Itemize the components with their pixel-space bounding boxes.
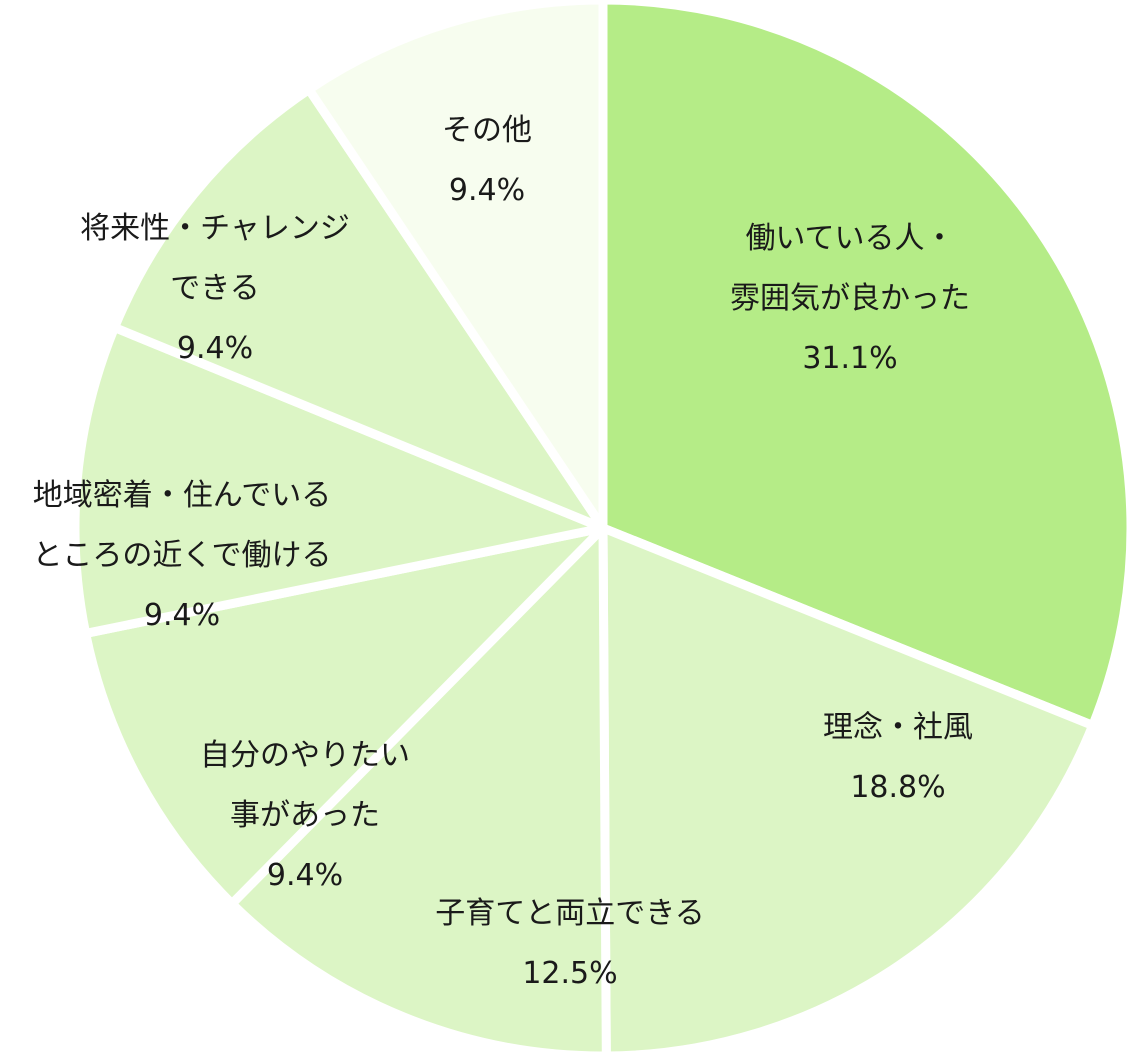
- slice-category-label: 事があった: [230, 798, 380, 833]
- slice-value-label: 9.4%: [449, 173, 525, 208]
- slice-category-label: ところの近くで働ける: [32, 538, 331, 573]
- slice-label-1: 働いている人・雰囲気が良かった 31.1%: [730, 221, 970, 376]
- slice-value-label: 31.1%: [802, 341, 897, 376]
- slice-value-label: 9.4%: [177, 331, 253, 366]
- slice-category-label: 子育てと両立できる: [435, 896, 704, 931]
- slice-label-6: 将来性・チャレンジできる 9.4%: [80, 211, 350, 366]
- slice-label-5: 地域密着・住んでいるところの近くで働ける 9.4%: [32, 478, 331, 633]
- slice-category-label: 雰囲気が良かった: [730, 281, 970, 316]
- slice-category-label: 自分のやりたい: [200, 738, 410, 773]
- pie-slices: [70, 0, 1131, 1061]
- slice-category-label: 地域密着・住んでいる: [33, 478, 332, 513]
- slice-value-label: 9.4%: [144, 598, 220, 633]
- slice-category-label: その他: [442, 113, 532, 148]
- slice-category-label: 理念・社風: [823, 710, 973, 745]
- slice-value-label: 18.8%: [850, 770, 945, 805]
- pie-slice-1: [598, 0, 1131, 730]
- slice-label-4: 自分のやりたい事があった 9.4%: [200, 738, 410, 893]
- slice-label-7: その他 9.4%: [442, 113, 532, 208]
- slice-category-label: 働いている人・: [745, 221, 954, 256]
- pie-slice-5: [70, 322, 608, 638]
- pie-labels: 働いている人・雰囲気が良かった 31.1% 理念・社風 18.8% 子育てと両立できる 1…: [32, 113, 973, 991]
- slice-value-label: 12.5%: [522, 956, 617, 991]
- pie-slice-7: [304, 0, 608, 533]
- slice-category-label: 将来性・チャレンジ: [80, 211, 350, 246]
- pie-slice-2: [598, 523, 1098, 1061]
- slice-label-2: 理念・社風 18.8%: [823, 710, 973, 805]
- slice-category-label: できる: [170, 271, 259, 306]
- pie-slice-4: [81, 523, 608, 909]
- pie-slice-6: [110, 84, 608, 533]
- slice-value-label: 9.4%: [267, 858, 343, 893]
- slice-label-3: 子育てと両立できる 12.5%: [435, 896, 704, 991]
- pie-slice-3: [227, 523, 611, 1061]
